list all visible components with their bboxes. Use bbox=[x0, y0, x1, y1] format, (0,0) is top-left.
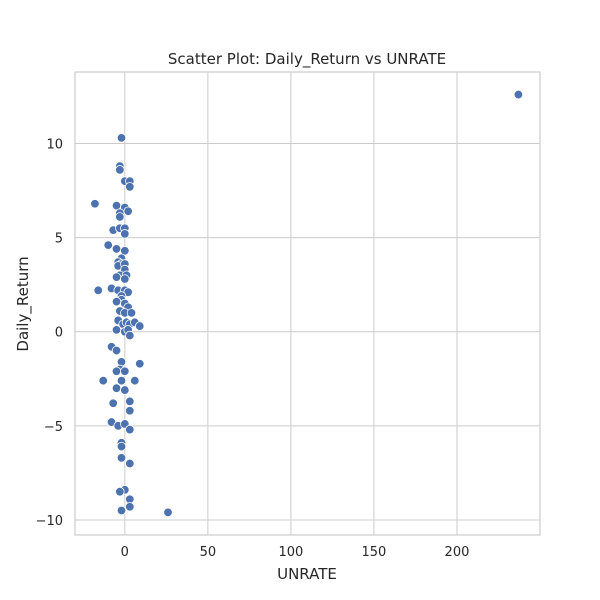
data-point bbox=[125, 502, 135, 512]
data-point bbox=[120, 274, 130, 284]
x-tick-label: 0 bbox=[121, 545, 129, 560]
data-point bbox=[513, 89, 524, 100]
plot-area bbox=[74, 71, 541, 536]
y-tick-label: 10 bbox=[46, 138, 63, 153]
data-point bbox=[116, 441, 127, 452]
data-point bbox=[116, 133, 127, 143]
data-point bbox=[125, 182, 135, 192]
chart-title: Scatter Plot: Daily_Return vs UNRATE bbox=[168, 50, 446, 69]
data-point bbox=[115, 487, 125, 497]
data-point bbox=[111, 272, 122, 282]
y-tick-labels: −10 −5 0 5 10 bbox=[36, 138, 63, 529]
data-point bbox=[125, 406, 135, 416]
data-point bbox=[120, 385, 130, 395]
data-point bbox=[125, 330, 135, 341]
x-axis-label: UNRATE bbox=[277, 565, 337, 583]
data-point bbox=[163, 507, 173, 518]
data-point bbox=[115, 212, 125, 222]
data-points bbox=[90, 89, 524, 518]
data-point bbox=[111, 366, 122, 376]
y-tick-label: −10 bbox=[36, 514, 63, 529]
x-tick-labels: 0 50 100 150 200 bbox=[121, 545, 470, 560]
data-point bbox=[130, 375, 140, 386]
x-tick-label: 50 bbox=[200, 545, 217, 560]
data-point bbox=[125, 396, 135, 407]
data-point bbox=[135, 359, 145, 369]
data-point bbox=[111, 325, 122, 335]
data-point bbox=[111, 345, 122, 356]
x-tick-label: 200 bbox=[445, 545, 470, 560]
grid-lines bbox=[75, 72, 540, 535]
y-tick-label: 5 bbox=[55, 232, 63, 247]
x-tick-label: 100 bbox=[278, 545, 303, 560]
data-point bbox=[120, 366, 130, 376]
data-point bbox=[90, 199, 100, 209]
data-point bbox=[135, 321, 145, 331]
y-tick-label: −5 bbox=[44, 420, 63, 435]
data-point bbox=[125, 424, 135, 435]
data-point bbox=[116, 505, 127, 516]
data-point bbox=[111, 296, 122, 307]
data-point bbox=[116, 357, 127, 367]
data-point bbox=[126, 308, 137, 318]
data-point bbox=[111, 244, 122, 254]
y-axis-label: Daily_Return bbox=[14, 256, 33, 351]
data-point bbox=[98, 375, 108, 386]
data-point bbox=[120, 229, 130, 239]
data-point bbox=[123, 206, 133, 216]
data-point bbox=[115, 165, 125, 175]
data-point bbox=[125, 458, 135, 469]
data-point bbox=[103, 240, 113, 250]
data-point bbox=[116, 453, 127, 463]
y-tick-label: 0 bbox=[55, 326, 63, 341]
data-point bbox=[108, 398, 118, 408]
x-tick-label: 150 bbox=[362, 545, 387, 560]
data-point bbox=[93, 285, 103, 296]
data-point bbox=[116, 375, 127, 386]
data-point bbox=[111, 383, 122, 393]
